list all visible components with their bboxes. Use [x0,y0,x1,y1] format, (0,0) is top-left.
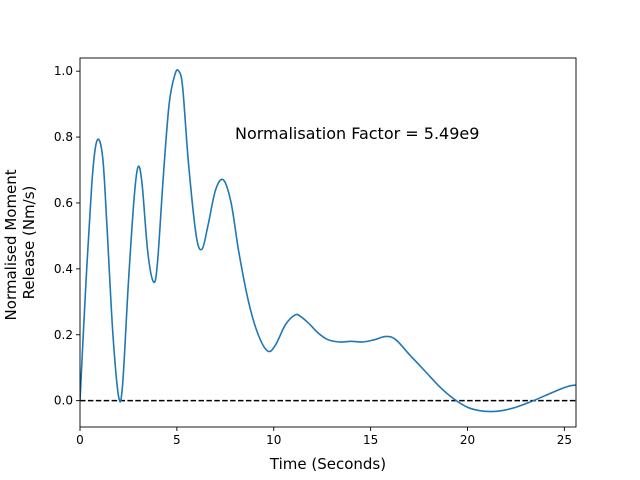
y-axis-label: Normalised Moment Release (Nm/s) [2,165,38,321]
y-axis-label-line-1: Normalised Moment [2,169,20,320]
x-tick-label-10: 10 [266,433,281,447]
x-tick-label-25: 25 [557,433,572,447]
axes: 0 5 10 15 20 25 0.0 0.2 0.4 0.6 0.8 1.0 [54,57,577,447]
normalisation-annotation: Normalisation Factor = 5.49e9 [235,124,479,143]
y-tick-label-1: 1.0 [54,64,73,78]
x-tick-label-20: 20 [460,433,475,447]
plot-area [80,69,576,413]
y-tick-label-0.2: 0.2 [54,328,73,342]
x-tick-label-0: 0 [76,433,84,447]
y-tick-label-0.8: 0.8 [54,130,73,144]
series-line-0 [80,69,576,413]
x-axis-label: Time (Seconds) [269,455,386,473]
y-tick-label-0.6: 0.6 [54,196,73,210]
y-tick-label-0.4: 0.4 [54,262,73,276]
axes-frame [79,57,577,428]
x-tick-label-5: 5 [173,433,181,447]
y-axis-label-line-2: Release (Nm/s) [20,186,38,300]
y-tick-label-0: 0.0 [54,394,73,408]
x-tick-label-15: 15 [363,433,378,447]
